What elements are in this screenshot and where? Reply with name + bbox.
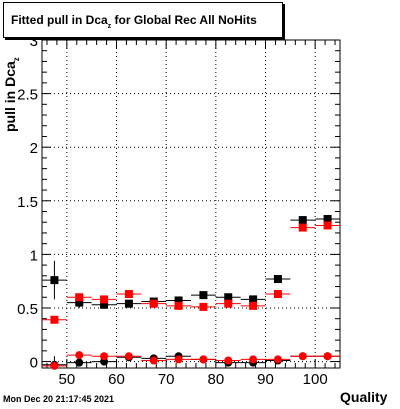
x-tick-label: 90 — [257, 371, 274, 388]
data-point-square — [273, 290, 282, 299]
series-3 — [42, 351, 340, 370]
data-point-square — [75, 293, 84, 302]
data-point-square — [224, 293, 233, 302]
x-tick-label: 80 — [207, 371, 224, 388]
data-point-circle — [249, 355, 258, 364]
y-tick-label: 2 — [30, 140, 38, 157]
x-tick-label: 100 — [303, 371, 328, 388]
y-axis-label-subscript: z — [12, 57, 21, 62]
data-point-square — [149, 299, 158, 308]
data-point-circle — [75, 358, 84, 367]
tick-labels: 50 60 70 80 90 100 0 0.5 1 1.5 2 2.5 3 — [17, 33, 328, 388]
data-point-circle — [224, 356, 233, 365]
data-point-square — [298, 223, 307, 232]
x-tick-label: 60 — [108, 371, 125, 388]
data-point-circle — [199, 355, 208, 364]
data-point-circle — [124, 352, 133, 361]
data-point-square — [199, 302, 208, 311]
data-point-circle — [75, 351, 84, 360]
chart-title-main: Fitted pull in Dca — [11, 13, 108, 27]
y-tick-label: 0.5 — [17, 301, 38, 318]
y-tick-label: 3 — [30, 33, 38, 50]
data-point-square — [100, 300, 109, 309]
y-axis-label: pull in Dcaz — [2, 57, 21, 132]
footer-timestamp: Mon Dec 20 21:17:45 2021 — [3, 394, 115, 404]
data-point-square — [249, 301, 258, 310]
chart-title-box: Fitted pull in Dcaz for Global Rec All N… — [3, 2, 283, 38]
data-point-square — [273, 275, 282, 284]
data-point-circle — [273, 355, 282, 364]
x-tick-label: 70 — [158, 371, 175, 388]
data-point-square — [124, 299, 133, 308]
data-point-square — [199, 291, 208, 300]
data-point-circle — [298, 352, 307, 361]
series-1 — [42, 221, 340, 324]
y-tick-label: 2.5 — [17, 87, 38, 104]
x-axis-label: Quality — [340, 389, 388, 405]
data-point-square — [75, 298, 84, 307]
data-point-circle — [50, 361, 59, 370]
data-point-square — [249, 295, 258, 304]
data-point-square — [224, 299, 233, 308]
chart-title-suffix: for Global Rec All NoHits — [111, 13, 257, 27]
data-point-square — [323, 221, 332, 230]
grid-lines — [42, 40, 340, 368]
chart-title: Fitted pull in Dcaz for Global Rec All N… — [11, 13, 257, 30]
plot-frame — [41, 39, 341, 369]
data-point-square — [100, 295, 109, 304]
data-point-square — [50, 315, 59, 324]
data-point-circle — [100, 352, 109, 361]
data-point-circle — [149, 356, 158, 365]
y-tick-label: 1.5 — [17, 194, 38, 211]
data-point-square — [174, 301, 183, 310]
y-tick-label: 0 — [30, 355, 38, 372]
axes — [41, 39, 341, 369]
data-point-circle — [174, 355, 183, 364]
y-axis-label-main: pull in Dca — [2, 61, 18, 132]
data-point-square — [50, 276, 59, 285]
series-0 — [42, 215, 340, 309]
x-tick-label: 50 — [58, 371, 75, 388]
data-point-square — [124, 290, 133, 299]
data-series — [42, 215, 340, 370]
y-tick-label: 1 — [30, 247, 38, 264]
data-point-square — [323, 215, 332, 224]
data-point-circle — [323, 352, 332, 361]
chart-title-subscript: z — [107, 23, 112, 30]
data-point-square — [298, 216, 307, 225]
data-point-square — [174, 296, 183, 305]
